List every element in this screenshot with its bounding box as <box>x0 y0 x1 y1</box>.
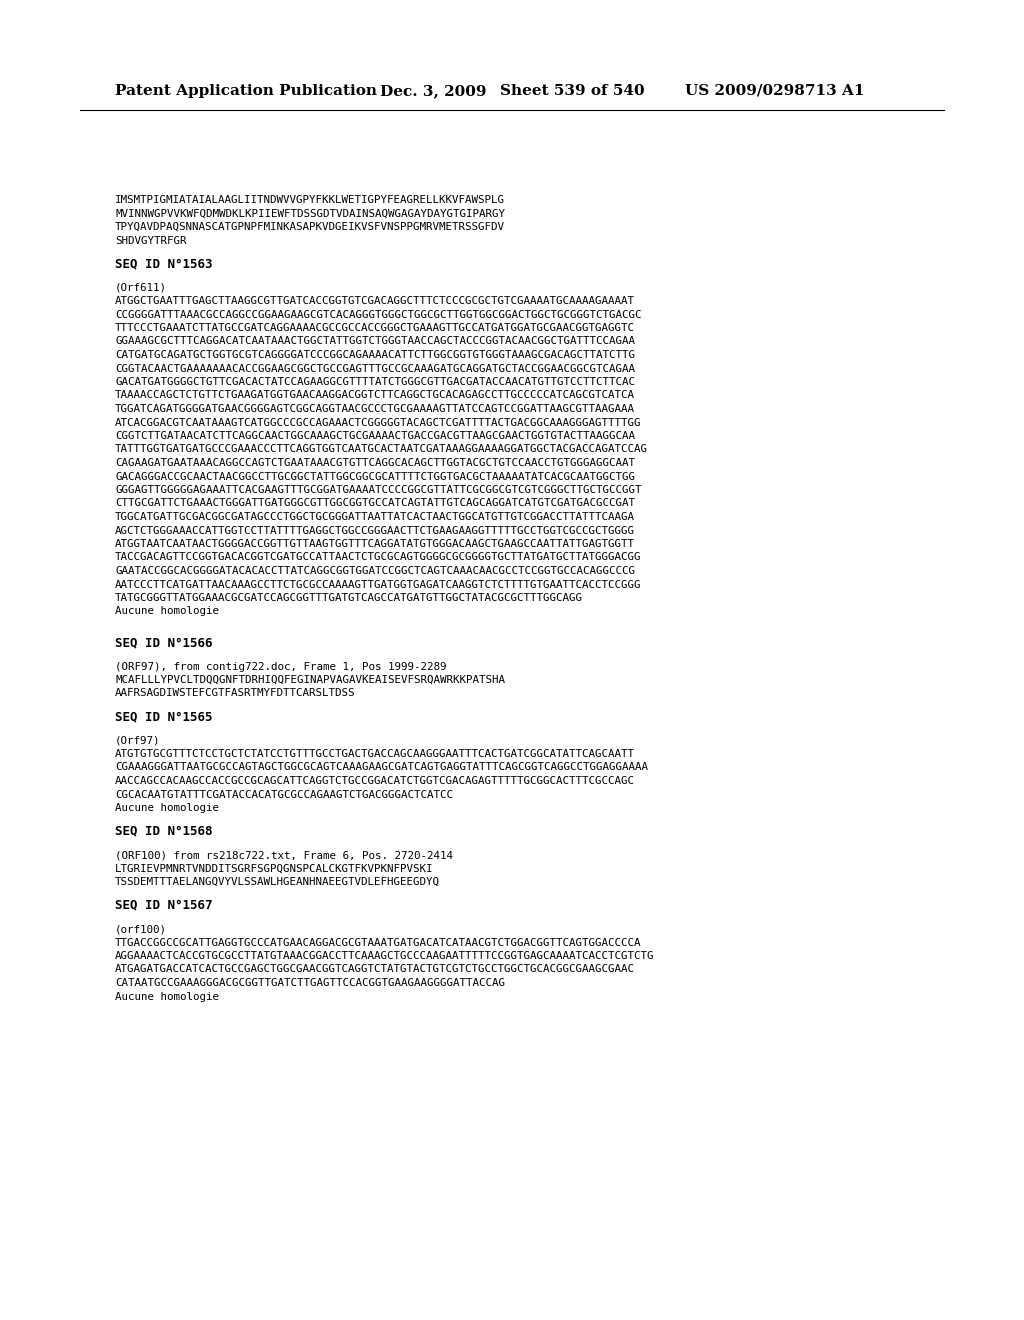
Text: ATGGTAATCAATAACTGGGGACCGGTTGTTAAGTGGTTTCAGGATATGTGGGACAAGCTGAAGCCAATTATTGAGTGGTT: ATGGTAATCAATAACTGGGGACCGGTTGTTAAGTGGTTTC… <box>115 539 635 549</box>
Text: TTTCCCTGAAATCTTATGCCGATCAGGAAAACGCCGCCACCGGGCTGAAAGTTGCCATGATGGATGCGAACGGTGAGGTC: TTTCCCTGAAATCTTATGCCGATCAGGAAAACGCCGCCAC… <box>115 323 635 333</box>
Text: TAAAACCAGCTCTGTTCTGAAGATGGTGAACAAGGACGGTCTTCAGGCTGCACAGAGCCTTGCCCCCATCAGCGTCATCA: TAAAACCAGCTCTGTTCTGAAGATGGTGAACAAGGACGGT… <box>115 391 635 400</box>
Text: ATGGCTGAATTTGAGCTTAAGGCGTTGATCACCGGTGTCGACAGGCTTTCTCCCGCGCTGTCGAAAATGCAAAAGAAAAT: ATGGCTGAATTTGAGCTTAAGGCGTTGATCACCGGTGTCG… <box>115 296 635 306</box>
Text: (ORF97), from contig722.doc, Frame 1, Pos 1999-2289: (ORF97), from contig722.doc, Frame 1, Po… <box>115 661 446 672</box>
Text: AGGAAAACTCACCGTGCGCCTTATGTAAACGGACCTTCAAAGCTGCCCAAGAATTTTTCCGGTGAGCAAAATCACCTCGT: AGGAAAACTCACCGTGCGCCTTATGTAAACGGACCTTCAA… <box>115 950 654 961</box>
Text: GGAAAGCGCTTTCAGGACATCAATAAACTGGCTATTGGTCTGGGTAACCAGCTACCCGGTACAACGGCTGATTTCCAGAA: GGAAAGCGCTTTCAGGACATCAATAAACTGGCTATTGGTC… <box>115 337 635 346</box>
Text: Aucune homologie: Aucune homologie <box>115 606 219 616</box>
Text: CATAATGCCGAAAGGGACGCGGTTGATCTTGAGTTCCACGGTGAAGAAGGGGATTACCAG: CATAATGCCGAAAGGGACGCGGTTGATCTTGAGTTCCACG… <box>115 978 505 987</box>
Text: TATGCGGGTTATGGAAACGCGATCCAGCGGTTTGATGTCAGCCATGATGTTGGCTATACGCGCTTTGGCAGG: TATGCGGGTTATGGAAACGCGATCCAGCGGTTTGATGTCA… <box>115 593 583 603</box>
Text: TPYQAVDPAQSNNASCATGPNPFMINKASAPKVDGEIKVSFVNSPPGMRVMETRSSGFDV: TPYQAVDPAQSNNASCATGPNPFMINKASAPKVDGEIKVS… <box>115 222 505 232</box>
Text: CATGATGCAGATGCTGGTGCGTCAGGGGATCCCGGCAGAAAACATTCTTGGCGGTGTGGGTAAAGCGACAGCTTATCTTG: CATGATGCAGATGCTGGTGCGTCAGGGGATCCCGGCAGAA… <box>115 350 635 360</box>
Text: SEQ ID N°1565: SEQ ID N°1565 <box>115 710 213 723</box>
Text: TTGACCGGCCGCATTGAGGTGCCCATGAACAGGACGCGTAAATGATGACATCATAACGTCTGGACGGTTCAGTGGACCCC: TTGACCGGCCGCATTGAGGTGCCCATGAACAGGACGCGTA… <box>115 937 641 948</box>
Text: MVINNWGPVVKWFQDMWDKLKPIIEWFTDSSGDTVDAINSAQWGAGAYDAYGTGIPARGY: MVINNWGPVVKWFQDMWDKLKPIIEWFTDSSGDTVDAINS… <box>115 209 505 219</box>
Text: SHDVGYTRFGR: SHDVGYTRFGR <box>115 235 186 246</box>
Text: GAATACCGGCACGGGGATACACACCTTATCAGGCGGTGGATCCGGCTCAGTCAAACAACGCCTCCGGTGCCACAGGCCCG: GAATACCGGCACGGGGATACACACCTTATCAGGCGGTGGA… <box>115 566 635 576</box>
Text: TSSDEMTTTAELANGQVYVLSSAWLHGEANHNAEEGTVDLEFHGEEGDYQ: TSSDEMTTTAELANGQVYVLSSAWLHGEANHNAEEGTVDL… <box>115 876 440 887</box>
Text: LTGRIEVPMNRTVNDDITSGRFSGPQGNSPCALCKGTFKVPKNFPVSKI: LTGRIEVPMNRTVNDDITSGRFSGPQGNSPCALCKGTFKV… <box>115 863 433 874</box>
Text: (ORF100) from rs218c722.txt, Frame 6, Pos. 2720-2414: (ORF100) from rs218c722.txt, Frame 6, Po… <box>115 850 453 861</box>
Text: (Orf611): (Orf611) <box>115 282 167 293</box>
Text: AATCCCTTCATGATTAACAAAGCCTTCTGCGCCAAAAGTTGATGGTGAGATCAAGGTCTCTTTTGTGAATTCACCTCCGG: AATCCCTTCATGATTAACAAAGCCTTCTGCGCCAAAAGTT… <box>115 579 641 590</box>
Text: US 2009/0298713 A1: US 2009/0298713 A1 <box>685 84 864 98</box>
Text: TATTTGGTGATGATGCCCGAAACCCTTCAGGTGGTCAATGCACTAATCGATAAAGGAAAAGGATGGCTACGACCAGATCC: TATTTGGTGATGATGCCCGAAACCCTTCAGGTGGTCAATG… <box>115 445 648 454</box>
Text: CGAAAGGGATTAATGCGCCAGTAGCTGGCGCAGTCAAAGAAGCGATCAGTGAGGTATTTCAGCGGTCAGGCCTGGAGGAA: CGAAAGGGATTAATGCGCCAGTAGCTGGCGCAGTCAAAGA… <box>115 763 648 772</box>
Text: CCGGGGATTTAAACGCCAGGCCGGAAGAAGCGTCACAGGGTGGGCTGGCGCTTGGTGGCGGACTGGCTGCGGGTCTGACG: CCGGGGATTTAAACGCCAGGCCGGAAGAAGCGTCACAGGG… <box>115 309 641 319</box>
Text: GACAGGGACCGCAACTAACGGCCTTGCGGCTATTGGCGGCGCATTTTCTGGTGACGCTAAAAATATCACGCAATGGCTGG: GACAGGGACCGCAACTAACGGCCTTGCGGCTATTGGCGGC… <box>115 471 635 482</box>
Text: SEQ ID N°1566: SEQ ID N°1566 <box>115 636 213 649</box>
Text: Aucune homologie: Aucune homologie <box>115 991 219 1002</box>
Text: AAFRSAGDIWSTEFCGTFASRTMYFDTTCARSLTDSS: AAFRSAGDIWSTEFCGTFASRTMYFDTTCARSLTDSS <box>115 689 355 698</box>
Text: IMSMTPIGMIATAIALAAGLIITNDWVVGPYFKKLWETIGPYFEAGRELLKKVFAWSPLG: IMSMTPIGMIATAIALAAGLIITNDWVVGPYFKKLWETIG… <box>115 195 505 205</box>
Text: Aucune homologie: Aucune homologie <box>115 803 219 813</box>
Text: CTTGCGATTCTGAAACTGGGATTGATGGGCGTTGGCGGTGCCATCAGTATTGTCAGCAGGATCATGTCGATGACGCCGAT: CTTGCGATTCTGAAACTGGGATTGATGGGCGTTGGCGGTG… <box>115 499 635 508</box>
Text: Sheet 539 of 540: Sheet 539 of 540 <box>500 84 645 98</box>
Text: SEQ ID N°1568: SEQ ID N°1568 <box>115 825 213 837</box>
Text: CGGTCTTGATAACATCTTCAGGCAACTGGCAAAGCTGCGAAAACTGACCGACGTTAAGCGAACTGGTGTACTTAAGGCAA: CGGTCTTGATAACATCTTCAGGCAACTGGCAAAGCTGCGA… <box>115 432 635 441</box>
Text: SEQ ID N°1563: SEQ ID N°1563 <box>115 257 213 271</box>
Text: CGCACAATGTATTTCGATACCACATGCGCCAGAAGTCTGACGGGACTCATCC: CGCACAATGTATTTCGATACCACATGCGCCAGAAGTCTGA… <box>115 789 453 800</box>
Text: ATCACGGACGTCAATAAAGTCATGGCCCGCCAGAAACTCGGGGGTACAGCTCGATTTTACTGACGGCAAAGGGAGTTTTG: ATCACGGACGTCAATAAAGTCATGGCCCGCCAGAAACTCG… <box>115 417 641 428</box>
Text: (orf100): (orf100) <box>115 924 167 935</box>
Text: (Orf97): (Orf97) <box>115 735 161 746</box>
Text: Dec. 3, 2009: Dec. 3, 2009 <box>380 84 486 98</box>
Text: AGCTCTGGGAAACCATTGGTCCTTATTTTGAGGCTGGCCGGGAACTTCTGAAGAAGGTTTTTGCCTGGTCGCCGCTGGGG: AGCTCTGGGAAACCATTGGTCCTTATTTTGAGGCTGGCCG… <box>115 525 635 536</box>
Text: MCAFLLLYPVCLTDQQGNFTDRHIQQFEGINAPVAGAVKEAISEVFSRQAWRKKPATSHA: MCAFLLLYPVCLTDQQGNFTDRHIQQFEGINAPVAGAVKE… <box>115 675 505 685</box>
Text: TACCGACAGTTCCGGTGACACGGTCGATGCCATTAACTCTGCGCAGTGGGGCGCGGGGTGCTTATGATGCTTATGGGACG: TACCGACAGTTCCGGTGACACGGTCGATGCCATTAACTCT… <box>115 553 641 562</box>
Text: CGGTACAACTGAAAAAAACACCGGAAGCGGCTGCCGAGTTTGCCGCAAAGATGCAGGATGCTACCGGAACGGCGTCAGAA: CGGTACAACTGAAAAAAACACCGGAAGCGGCTGCCGAGTT… <box>115 363 635 374</box>
Text: TGGATCAGATGGGGATGAACGGGGAGTCGGCAGGTAACGCCCTGCGAAAAGTTATCCAGTCCGGATTAAGCGTTAAGAAA: TGGATCAGATGGGGATGAACGGGGAGTCGGCAGGTAACGC… <box>115 404 635 414</box>
Text: ATGTGTGCGTTTCTCCTGCTCTATCCTGTTTGCCTGACTGACCAGCAAGGGAATTTCACTGATCGGCATATTCAGCAATT: ATGTGTGCGTTTCTCCTGCTCTATCCTGTTTGCCTGACTG… <box>115 748 635 759</box>
Text: GACATGATGGGGCTGTTCGACACTATCCAGAAGGCGTTTTATCTGGGCGTTGACGATACCAACATGTTGTCCTTCTTCAC: GACATGATGGGGCTGTTCGACACTATCCAGAAGGCGTTTT… <box>115 378 635 387</box>
Text: ATGAGATGACCATCACTGCCGAGCTGGCGAACGGTCAGGTCTATGTACTGTCGTCTGCCTGGCTGCACGGCGAAGCGAAC: ATGAGATGACCATCACTGCCGAGCTGGCGAACGGTCAGGT… <box>115 965 635 974</box>
Text: GGGAGTTGGGGGAGAAATTCACGAAGTTTGCGGATGAAAATCCCCGGCGTTATTCGCGGCGTCGTCGGGCTTGCTGCCGG: GGGAGTTGGGGGAGAAATTCACGAAGTTTGCGGATGAAAA… <box>115 484 641 495</box>
Text: TGGCATGATTGCGACGGCGATAGCCCTGGCTGCGGGATTAATTATCACTAACTGGCATGTTGTCGGACCTTATTTCAAGA: TGGCATGATTGCGACGGCGATAGCCCTGGCTGCGGGATTA… <box>115 512 635 521</box>
Text: CAGAAGATGAATAAACAGGCCAGTCTGAATAAACGTGTTCAGGCACAGCTTGGTACGCTGTCCAACCTGTGGGAGGCAAT: CAGAAGATGAATAAACAGGCCAGTCTGAATAAACGTGTTC… <box>115 458 635 469</box>
Text: AACCAGCCACAAGCCACCGCCGCAGCATTCAGGTCTGCCGGACATCTGGTCGACAGAGTTTTTGCGGCACTTTCGCCAGC: AACCAGCCACAAGCCACCGCCGCAGCATTCAGGTCTGCCG… <box>115 776 635 785</box>
Text: SEQ ID N°1567: SEQ ID N°1567 <box>115 899 213 912</box>
Text: Patent Application Publication: Patent Application Publication <box>115 84 377 98</box>
